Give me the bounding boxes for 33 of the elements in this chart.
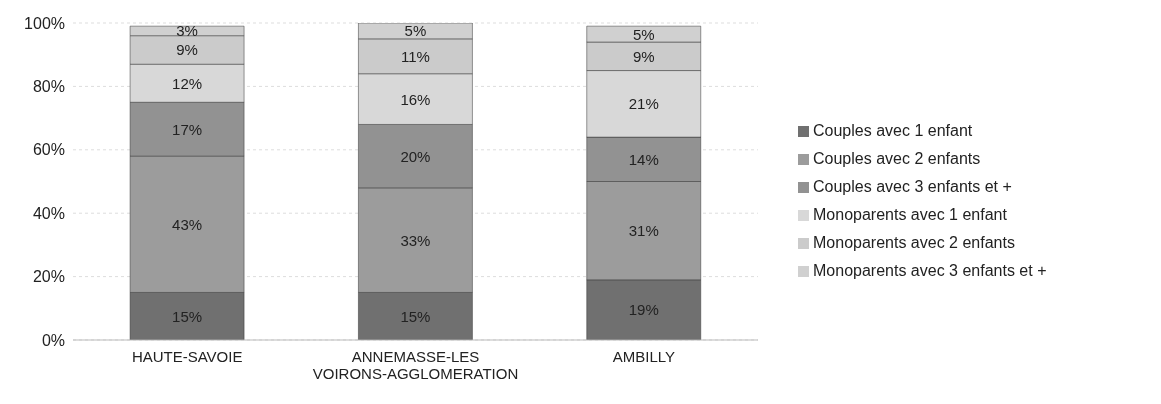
data-label: 33%	[400, 231, 431, 249]
legend-label: Couples avec 3 enfants et +	[813, 177, 1012, 195]
data-label: 9%	[176, 41, 198, 59]
data-label: 20%	[400, 147, 431, 165]
legend-label: Couples avec 1 enfant	[813, 121, 973, 139]
x-tick-label: ANNEMASSE-LES VOIRONS-AGGLOMERATION	[312, 348, 519, 382]
x-tick-label: AMBILLY	[612, 348, 675, 365]
data-label: 16%	[400, 90, 431, 108]
y-tick-label: 0%	[41, 331, 65, 349]
data-label: 9%	[632, 47, 655, 65]
data-label: 15%	[400, 307, 431, 325]
y-tick-label: 100%	[24, 14, 65, 32]
data-label: 19%	[628, 301, 659, 319]
legend-label: Monoparents avec 2 enfants	[813, 233, 1015, 251]
legend-label: Monoparents avec 3 enfants et +	[813, 261, 1047, 279]
data-label: 15%	[172, 307, 203, 325]
y-tick-label: 20%	[32, 268, 65, 286]
y-tick-label: 80%	[32, 78, 65, 96]
x-tick-label: HAUTE-SAVOIE	[131, 348, 243, 365]
y-tick-label: 60%	[32, 141, 65, 159]
data-label: 31%	[628, 222, 659, 240]
data-label: 14%	[628, 150, 659, 168]
data-label: 5%	[404, 22, 427, 40]
legend-label: Couples avec 2 enfants	[813, 149, 981, 167]
data-label: 5%	[632, 25, 655, 43]
data-label: 17%	[172, 120, 203, 138]
data-label: 43%	[172, 215, 203, 233]
legend-label: Monoparents avec 1 enfant	[813, 205, 1007, 223]
y-tick-label: 40%	[32, 204, 65, 222]
data-label: 11%	[400, 47, 430, 65]
data-label: 3%	[176, 22, 198, 40]
data-label: 21%	[628, 95, 659, 113]
data-label: 12%	[172, 74, 203, 92]
